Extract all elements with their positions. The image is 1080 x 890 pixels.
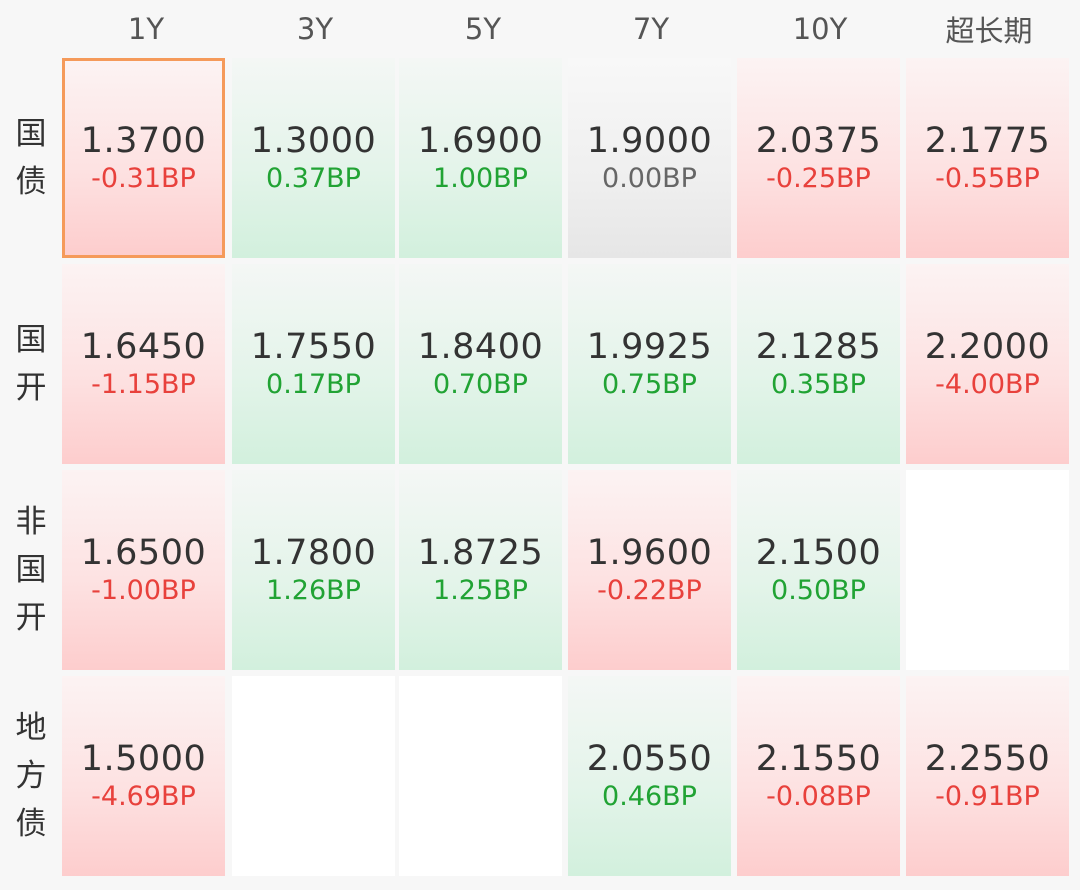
yield-cell[interactable]: 2.1775 -0.55BP: [906, 58, 1069, 258]
row-header-char: 开: [15, 600, 47, 636]
yield-rate: 1.8400: [417, 327, 544, 367]
row-header-0: 国债: [0, 58, 62, 258]
yield-cell[interactable]: 1.9925 0.75BP: [568, 264, 731, 464]
yield-change: -1.00BP: [91, 575, 196, 606]
yield-rate: 1.3000: [250, 121, 377, 161]
yield-cell[interactable]: 2.2550 -0.91BP: [906, 676, 1069, 876]
yield-change: -1.15BP: [91, 369, 196, 400]
row-header-2: 非国开: [0, 470, 62, 670]
yield-cell[interactable]: 2.1285 0.35BP: [737, 264, 900, 464]
yield-cell[interactable]: 1.6900 1.00BP: [399, 58, 562, 258]
yield-rate: 1.7550: [250, 327, 377, 367]
yield-cell[interactable]: 1.3700 -0.31BP: [62, 58, 225, 258]
yield-cell[interactable]: 1.6450 -1.15BP: [62, 264, 225, 464]
yield-change: 1.00BP: [433, 163, 528, 194]
yield-change: 1.26BP: [266, 575, 361, 606]
empty-cell: [232, 676, 395, 876]
yield-cell[interactable]: 1.7550 0.17BP: [232, 264, 395, 464]
yield-change: 0.46BP: [602, 781, 697, 812]
row-header-char: 方: [15, 758, 47, 794]
yield-rate: 2.0550: [586, 739, 713, 779]
yield-rate: 2.2550: [924, 739, 1051, 779]
yield-cell[interactable]: 1.8725 1.25BP: [399, 470, 562, 670]
yield-change: -0.55BP: [935, 163, 1040, 194]
yield-change: -4.00BP: [935, 369, 1040, 400]
yield-rate: 1.6900: [417, 121, 544, 161]
yield-change: -4.69BP: [91, 781, 196, 812]
row-header-char: 国: [15, 116, 47, 152]
yield-cell[interactable]: 1.3000 0.37BP: [232, 58, 395, 258]
yield-cell[interactable]: 1.7800 1.26BP: [232, 470, 395, 670]
yield-rate: 1.6500: [80, 533, 207, 573]
yield-rate: 1.3700: [80, 121, 207, 161]
yield-change: -0.91BP: [935, 781, 1040, 812]
row-header-char: 非: [15, 504, 47, 540]
row-header-char: 债: [15, 164, 47, 200]
yield-change: -0.31BP: [91, 163, 196, 194]
row-header-char: 国: [15, 552, 47, 588]
yield-rate: 1.8725: [417, 533, 544, 573]
column-header-0[interactable]: 1Y: [127, 12, 165, 46]
yield-cell[interactable]: 2.0375 -0.25BP: [737, 58, 900, 258]
yield-rate: 1.5000: [80, 739, 207, 779]
yield-cell[interactable]: 1.6500 -1.00BP: [62, 470, 225, 670]
row-header-char: 国: [15, 322, 47, 358]
yield-rate: 1.9600: [586, 533, 713, 573]
empty-cell: [399, 676, 562, 876]
yield-change: -0.25BP: [766, 163, 871, 194]
row-header-char: 债: [15, 806, 47, 842]
yield-rate: 2.2000: [924, 327, 1051, 367]
yield-cell[interactable]: 2.1550 -0.08BP: [737, 676, 900, 876]
yield-change: 1.25BP: [433, 575, 528, 606]
yield-cell[interactable]: 2.2000 -4.00BP: [906, 264, 1069, 464]
column-header-1[interactable]: 3Y: [296, 12, 334, 46]
column-header-2[interactable]: 5Y: [464, 12, 502, 46]
yield-change: 0.37BP: [266, 163, 361, 194]
column-header-3[interactable]: 7Y: [632, 12, 670, 46]
yield-cell[interactable]: 2.1500 0.50BP: [737, 470, 900, 670]
yield-rate: 1.7800: [250, 533, 377, 573]
yield-change: 0.35BP: [771, 369, 866, 400]
yield-change: 0.70BP: [433, 369, 528, 400]
yield-cell[interactable]: 1.8400 0.70BP: [399, 264, 562, 464]
row-header-3: 地方债: [0, 676, 62, 876]
yield-rate: 2.0375: [755, 121, 882, 161]
row-header-char: 开: [15, 370, 47, 406]
yield-rate: 2.1775: [924, 121, 1051, 161]
column-header-4[interactable]: 10Y: [792, 12, 848, 46]
row-header-char: 地: [15, 710, 47, 746]
yield-rate: 1.9925: [586, 327, 713, 367]
column-header-5[interactable]: 超长期: [945, 14, 1033, 48]
yield-rate: 2.1285: [755, 327, 882, 367]
yield-change: -0.08BP: [766, 781, 871, 812]
yield-cell[interactable]: 1.5000 -4.69BP: [62, 676, 225, 876]
yield-change: 0.75BP: [602, 369, 697, 400]
yield-cell[interactable]: 2.0550 0.46BP: [568, 676, 731, 876]
yield-rate: 2.1500: [755, 533, 882, 573]
yield-cell[interactable]: 1.9000 0.00BP: [568, 58, 731, 258]
yield-cell[interactable]: 1.9600 -0.22BP: [568, 470, 731, 670]
yield-rate: 2.1550: [755, 739, 882, 779]
yield-change: -0.22BP: [597, 575, 702, 606]
row-header-1: 国开: [0, 264, 62, 464]
empty-cell: [906, 470, 1069, 670]
yield-change: 0.17BP: [266, 369, 361, 400]
yield-change: 0.00BP: [602, 163, 697, 194]
yield-change: 0.50BP: [771, 575, 866, 606]
yield-rate: 1.6450: [80, 327, 207, 367]
yield-rate: 1.9000: [586, 121, 713, 161]
